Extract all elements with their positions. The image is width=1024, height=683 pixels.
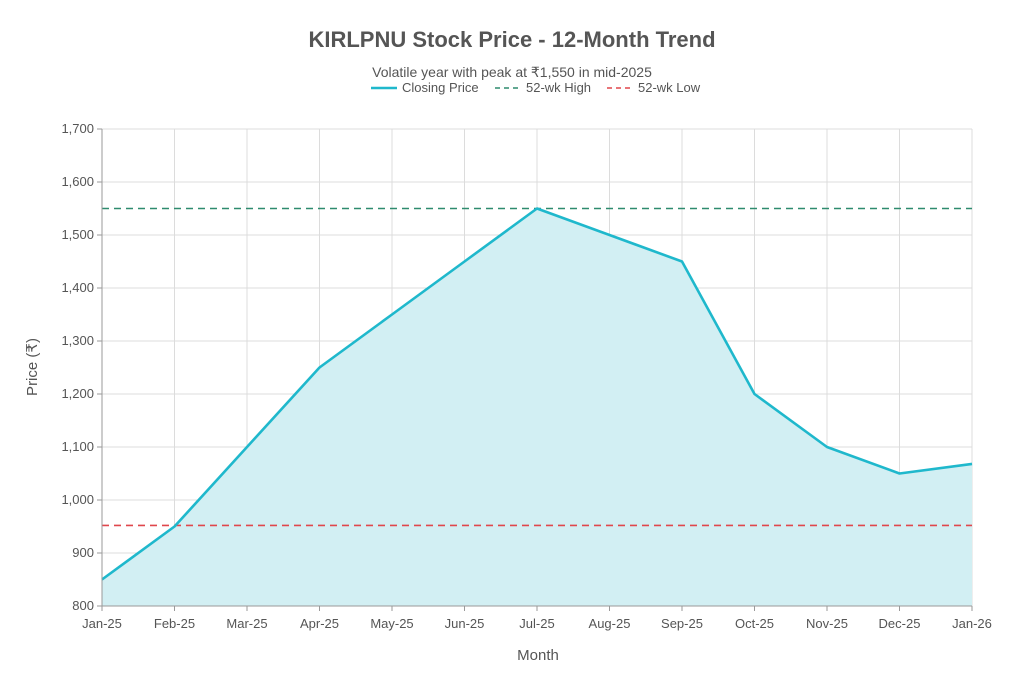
y-axis-ticks: 800 900 1,000 1,100 1,200 1,300 1,400 1,500 1,60… xyxy=(61,121,102,613)
x-tick-label: Sep-25 xyxy=(661,616,703,631)
y-tick-label: 1,300 xyxy=(61,333,94,348)
area-layer xyxy=(102,208,972,606)
legend-label-52wk-high: 52-wk High xyxy=(526,80,591,95)
y-tick-label: 800 xyxy=(72,598,94,613)
y-tick-label: 1,400 xyxy=(61,280,94,295)
x-tick-label: Oct-25 xyxy=(735,616,774,631)
y-tick-label: 1,200 xyxy=(61,386,94,401)
x-tick-label: Dec-25 xyxy=(879,616,921,631)
chart-subtitle: Volatile year with peak at ₹1,550 in mid… xyxy=(372,64,652,80)
x-tick-label: Feb-25 xyxy=(154,616,195,631)
y-tick-label: 1,100 xyxy=(61,439,94,454)
x-tick-label: Jan-26 xyxy=(952,616,992,631)
x-axis-label: Month xyxy=(517,647,559,664)
series-line-closing-price xyxy=(101,207,973,581)
x-tick-label: Apr-25 xyxy=(300,616,339,631)
y-tick-label: 1,500 xyxy=(61,227,94,242)
y-axis-label: Price (₹) xyxy=(24,338,41,396)
chart-title: KIRLPNU Stock Price - 12-Month Trend xyxy=(308,27,715,52)
x-tick-label: Mar-25 xyxy=(226,616,267,631)
y-tick-label: 1,000 xyxy=(61,492,94,507)
x-tick-label: Nov-25 xyxy=(806,616,848,631)
x-tick-label: Jan-25 xyxy=(82,616,122,631)
x-tick-label: May-25 xyxy=(370,616,413,631)
y-tick-label: 1,600 xyxy=(61,174,94,189)
y-tick-label: 900 xyxy=(72,545,94,560)
series-area-closing-price xyxy=(102,208,972,606)
y-tick-label: 1,700 xyxy=(61,121,94,136)
x-axis-ticks: Jan-25 Feb-25 Mar-25 Apr-25 May-25 Jun-25 Jul-… xyxy=(82,606,992,631)
chart-legend: Closing Price 52-wk High 52-wk Low xyxy=(371,80,701,95)
x-tick-label: Jul-25 xyxy=(519,616,554,631)
line-layer xyxy=(101,207,973,581)
x-tick-label: Aug-25 xyxy=(589,616,631,631)
legend-label-closing-price: Closing Price xyxy=(402,80,479,95)
x-tick-label: Jun-25 xyxy=(445,616,485,631)
legend-label-52wk-low: 52-wk Low xyxy=(638,80,701,95)
